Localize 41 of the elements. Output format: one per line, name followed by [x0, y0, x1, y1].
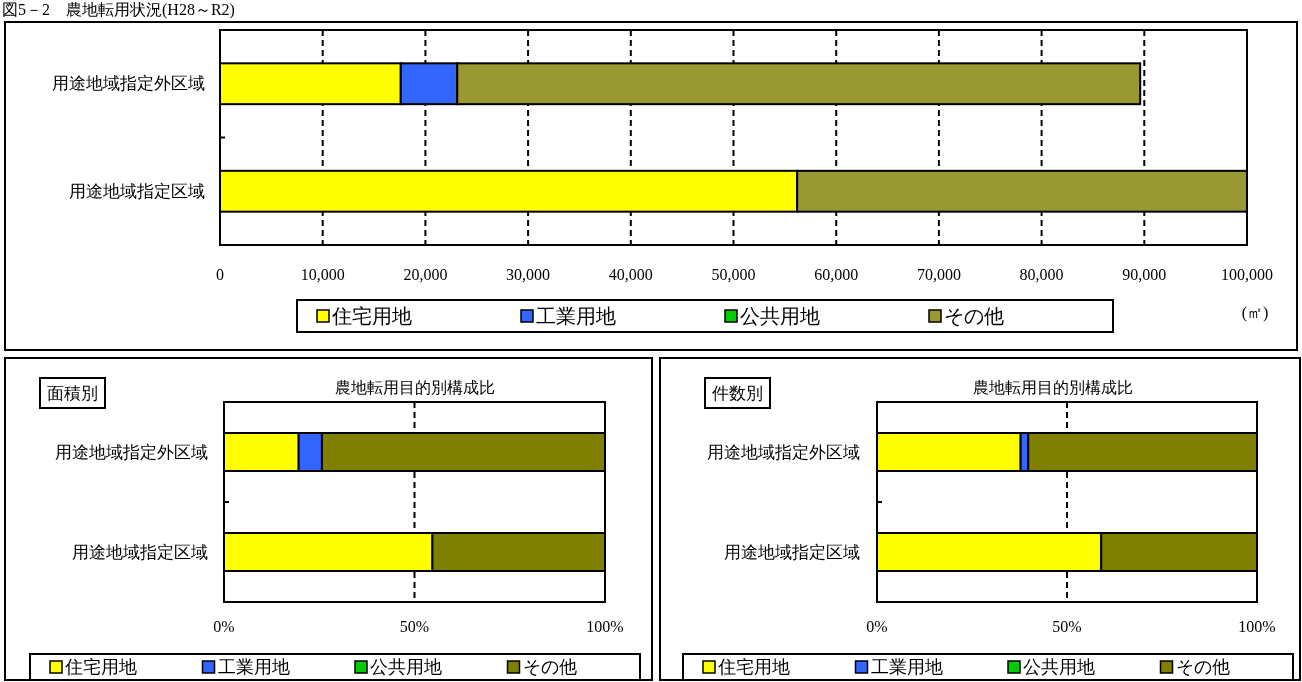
x-tick-label: 100%: [1238, 618, 1276, 635]
x-tick-label: 60,000: [814, 266, 859, 283]
legend-label: その他: [1175, 657, 1230, 677]
y-tick-label: 用途地域指定外区域: [52, 74, 205, 94]
legend-label: 公共用地: [740, 305, 820, 327]
text: 面積別: [47, 383, 98, 403]
chart-title: 農地転用目的別構成比: [335, 379, 495, 396]
x-axis-title: (㎡): [1241, 304, 1269, 322]
legend-label: その他: [522, 657, 577, 677]
legend-label: 工業用地: [536, 305, 616, 327]
y-tick-label: 用途地域指定区域: [72, 542, 208, 562]
x-tick-label: 50%: [399, 618, 430, 635]
text: 件数別: [712, 383, 763, 403]
y-tick-label: 用途地域指定区域: [724, 542, 860, 562]
x-tick-label: 70,000: [916, 266, 961, 283]
x-tick-label: 50,000: [711, 266, 756, 283]
y-tick-label: 用途地域指定外区域: [55, 442, 208, 462]
x-tick-label: 100%: [586, 618, 624, 635]
legend-label: 住宅用地: [64, 657, 137, 677]
x-tick-label: 90,000: [1122, 266, 1167, 283]
x-tick-label: 0%: [213, 618, 235, 635]
x-tick-label: 10,000: [300, 266, 345, 283]
y-tick-label: 用途地域指定区域: [69, 181, 205, 201]
x-tick-label: 20,000: [403, 266, 448, 283]
x-tick-label: 0%: [866, 618, 888, 635]
chart-title: 図5－2 農地転用状況(H28～R2): [2, 1, 235, 19]
legend-label: その他: [944, 305, 1004, 327]
x-tick-label: 40,000: [608, 266, 653, 283]
x-tick-label: 50%: [1052, 618, 1082, 635]
y-tick-label: 用途地域指定外区域: [707, 442, 860, 462]
chart-title: 農地転用目的別構成比: [973, 379, 1133, 396]
x-tick-label: 30,000: [506, 266, 551, 283]
legend-label: 住宅用地: [331, 305, 412, 327]
legend-label: 工業用地: [870, 657, 943, 677]
x-tick-label: 0: [216, 266, 224, 283]
legend-label: 工業用地: [217, 657, 290, 677]
x-tick-label: 80,000: [1019, 266, 1064, 283]
legend-label: 公共用地: [370, 657, 442, 677]
legend-label: 住宅用地: [717, 657, 790, 677]
x-tick-label: 100,000: [1221, 266, 1273, 283]
legend-label: 公共用地: [1023, 657, 1095, 677]
